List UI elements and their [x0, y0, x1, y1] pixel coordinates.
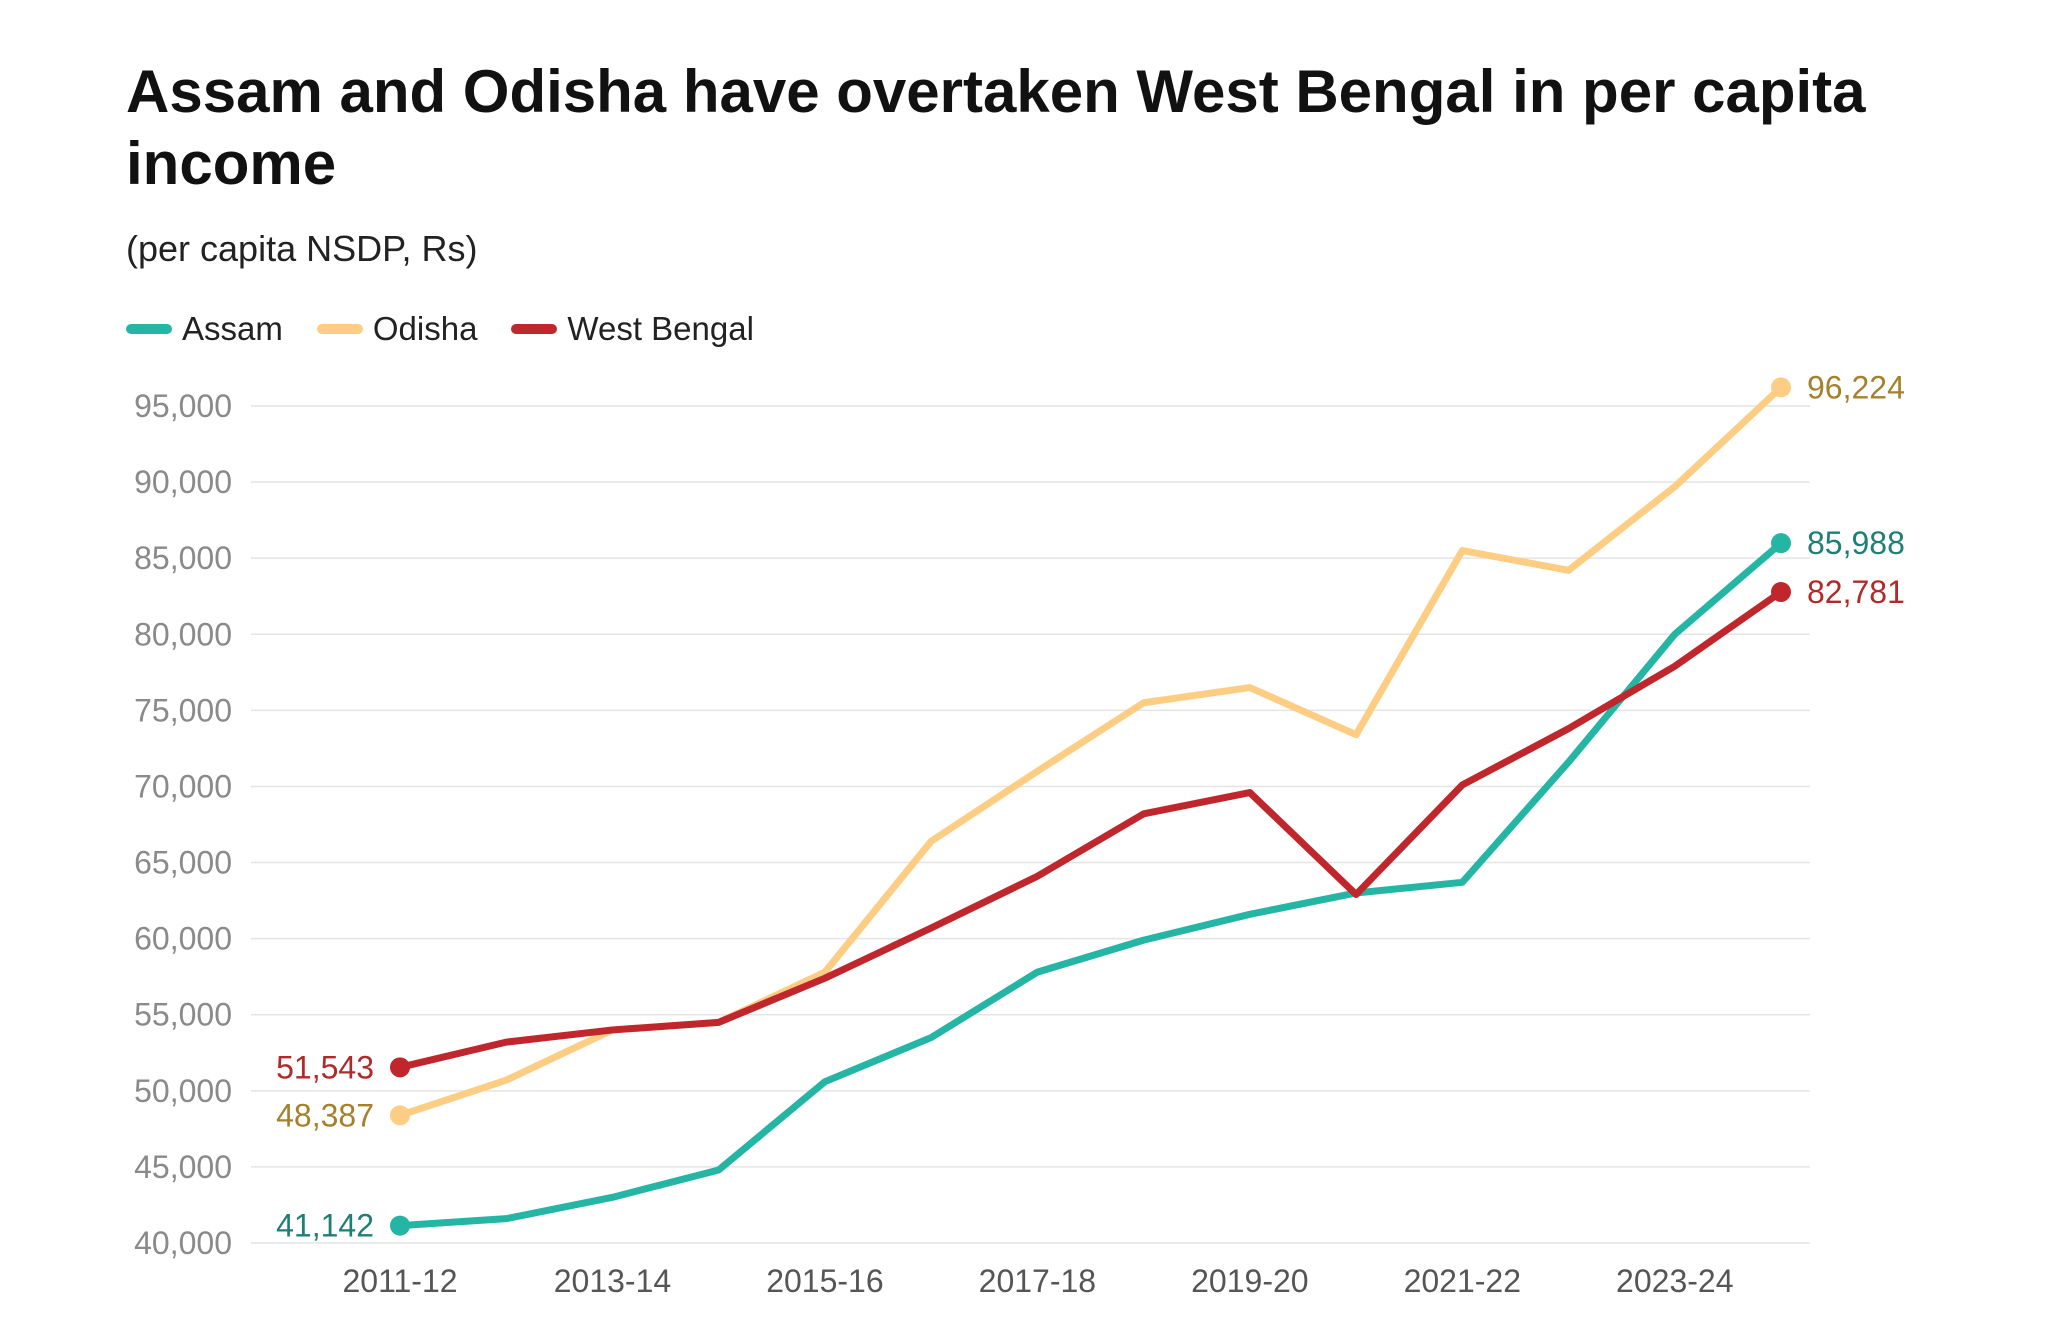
legend-swatch	[511, 324, 558, 334]
legend-label: West Bengal	[567, 310, 754, 347]
y-tick-label: 70,000	[134, 768, 232, 804]
end-point	[1771, 377, 1791, 398]
y-tick-label: 75,000	[134, 692, 232, 728]
start-point	[390, 1215, 410, 1236]
end-point	[1771, 533, 1791, 554]
y-tick-label: 65,000	[134, 845, 232, 881]
chart-subtitle: (per capita NSDP, Rs)	[126, 228, 478, 269]
x-tick-label: 2019-20	[1191, 1263, 1308, 1299]
start-data-label: 48,387	[276, 1097, 374, 1133]
legend: Assam Odisha West Bengal	[126, 310, 754, 348]
end-data-label: 85,988	[1807, 525, 1905, 561]
x-tick-label: 2023-24	[1616, 1263, 1733, 1299]
y-tick-label: 90,000	[134, 464, 232, 500]
y-tick-label: 80,000	[134, 616, 232, 652]
x-tick-label: 2017-18	[979, 1263, 1096, 1299]
start-point	[390, 1057, 410, 1078]
legend-item: West Bengal	[511, 310, 754, 348]
legend-label: Odisha	[372, 310, 478, 347]
y-tick-label: 50,000	[134, 1073, 232, 1109]
x-tick-label: 2013-14	[554, 1263, 671, 1299]
start-data-label: 51,543	[276, 1049, 374, 1085]
y-tick-label: 95,000	[134, 388, 232, 424]
legend-swatch	[316, 324, 363, 334]
legend-item: Odisha	[316, 310, 478, 348]
legend-swatch	[126, 324, 172, 334]
y-tick-label: 55,000	[134, 997, 232, 1033]
y-tick-label: 40,000	[134, 1225, 232, 1261]
end-data-label: 82,781	[1807, 574, 1905, 610]
y-tick-label: 60,000	[134, 921, 232, 957]
x-tick-label: 2011-12	[342, 1263, 457, 1299]
series-line-west-bengal	[396, 588, 1785, 1071]
series-line-assam	[396, 539, 1785, 1230]
y-tick-label: 45,000	[134, 1149, 232, 1185]
legend-item: Assam	[126, 310, 283, 348]
end-data-label: 96,224	[1807, 369, 1905, 405]
x-tick-label: 2015-16	[766, 1263, 883, 1299]
chart-title: Assam and Odisha have overtaken West Ben…	[126, 58, 1866, 197]
x-tick-label: 2021-22	[1404, 1263, 1521, 1299]
end-point	[1771, 581, 1791, 602]
start-data-label: 41,142	[276, 1208, 374, 1244]
y-tick-label: 85,000	[134, 540, 232, 576]
start-point	[390, 1105, 410, 1126]
legend-label: Assam	[182, 310, 283, 347]
